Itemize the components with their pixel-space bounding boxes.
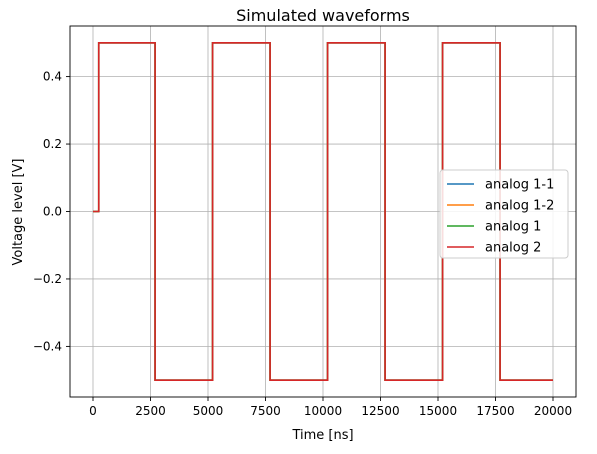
x-tick-label: 5000 <box>193 404 224 418</box>
x-tick-label: 10000 <box>304 404 342 418</box>
legend-box <box>439 169 569 259</box>
x-tick-label: 17500 <box>476 404 514 418</box>
y-tick-label: 0.0 <box>43 205 62 219</box>
series-lines <box>93 42 553 381</box>
y-tick-label: 0.4 <box>43 70 62 84</box>
legend-label: analog 1 <box>485 220 541 235</box>
legend-label: analog 2 <box>485 241 541 256</box>
chart-title: Simulated waveforms <box>236 6 410 25</box>
legend: analog 1-1 analog 1-2 analog 1 analog 2 <box>439 169 569 259</box>
x-tick-label: 15000 <box>419 404 457 418</box>
x-axis-ticks: 0 2500 5000 7500 10000 12500 15000 17500 20000 <box>89 397 572 418</box>
legend-label: analog 1-2 <box>485 199 554 214</box>
legend-label: analog 1-1 <box>485 178 554 193</box>
series-line-analog-2 <box>93 42 553 381</box>
y-tick-label: −0.2 <box>33 272 62 286</box>
y-tick-label: −0.4 <box>33 339 62 353</box>
x-tick-label: 0 <box>89 404 97 418</box>
x-tick-label: 20000 <box>534 404 572 418</box>
x-tick-label: 7500 <box>250 404 281 418</box>
x-axis-label: Time [ns] <box>291 428 353 443</box>
x-tick-label: 12500 <box>361 404 399 418</box>
y-axis-label: Voltage level [V] <box>11 159 26 266</box>
y-tick-label: 0.2 <box>43 137 62 151</box>
y-axis-ticks: 0.4 0.2 0.0 −0.2 −0.4 <box>33 70 70 353</box>
x-tick-label: 2500 <box>135 404 166 418</box>
